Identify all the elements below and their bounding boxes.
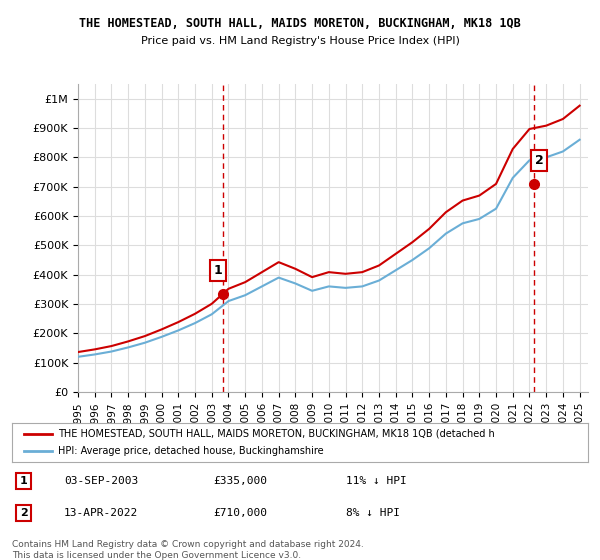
- Text: 13-APR-2022: 13-APR-2022: [64, 508, 138, 518]
- Text: THE HOMESTEAD, SOUTH HALL, MAIDS MORETON, BUCKINGHAM, MK18 1QB (detached h: THE HOMESTEAD, SOUTH HALL, MAIDS MORETON…: [58, 429, 495, 439]
- Text: 1: 1: [214, 264, 223, 277]
- Text: Price paid vs. HM Land Registry's House Price Index (HPI): Price paid vs. HM Land Registry's House …: [140, 36, 460, 46]
- Text: 11% ↓ HPI: 11% ↓ HPI: [346, 476, 407, 486]
- Text: 1: 1: [20, 476, 28, 486]
- Text: £335,000: £335,000: [214, 476, 268, 486]
- Text: 03-SEP-2003: 03-SEP-2003: [64, 476, 138, 486]
- Text: 2: 2: [20, 508, 28, 518]
- Text: HPI: Average price, detached house, Buckinghamshire: HPI: Average price, detached house, Buck…: [58, 446, 324, 456]
- Text: 8% ↓ HPI: 8% ↓ HPI: [346, 508, 400, 518]
- Text: 2: 2: [535, 154, 544, 167]
- Text: Contains HM Land Registry data © Crown copyright and database right 2024.
This d: Contains HM Land Registry data © Crown c…: [12, 540, 364, 560]
- Text: £710,000: £710,000: [214, 508, 268, 518]
- Text: THE HOMESTEAD, SOUTH HALL, MAIDS MORETON, BUCKINGHAM, MK18 1QB: THE HOMESTEAD, SOUTH HALL, MAIDS MORETON…: [79, 17, 521, 30]
